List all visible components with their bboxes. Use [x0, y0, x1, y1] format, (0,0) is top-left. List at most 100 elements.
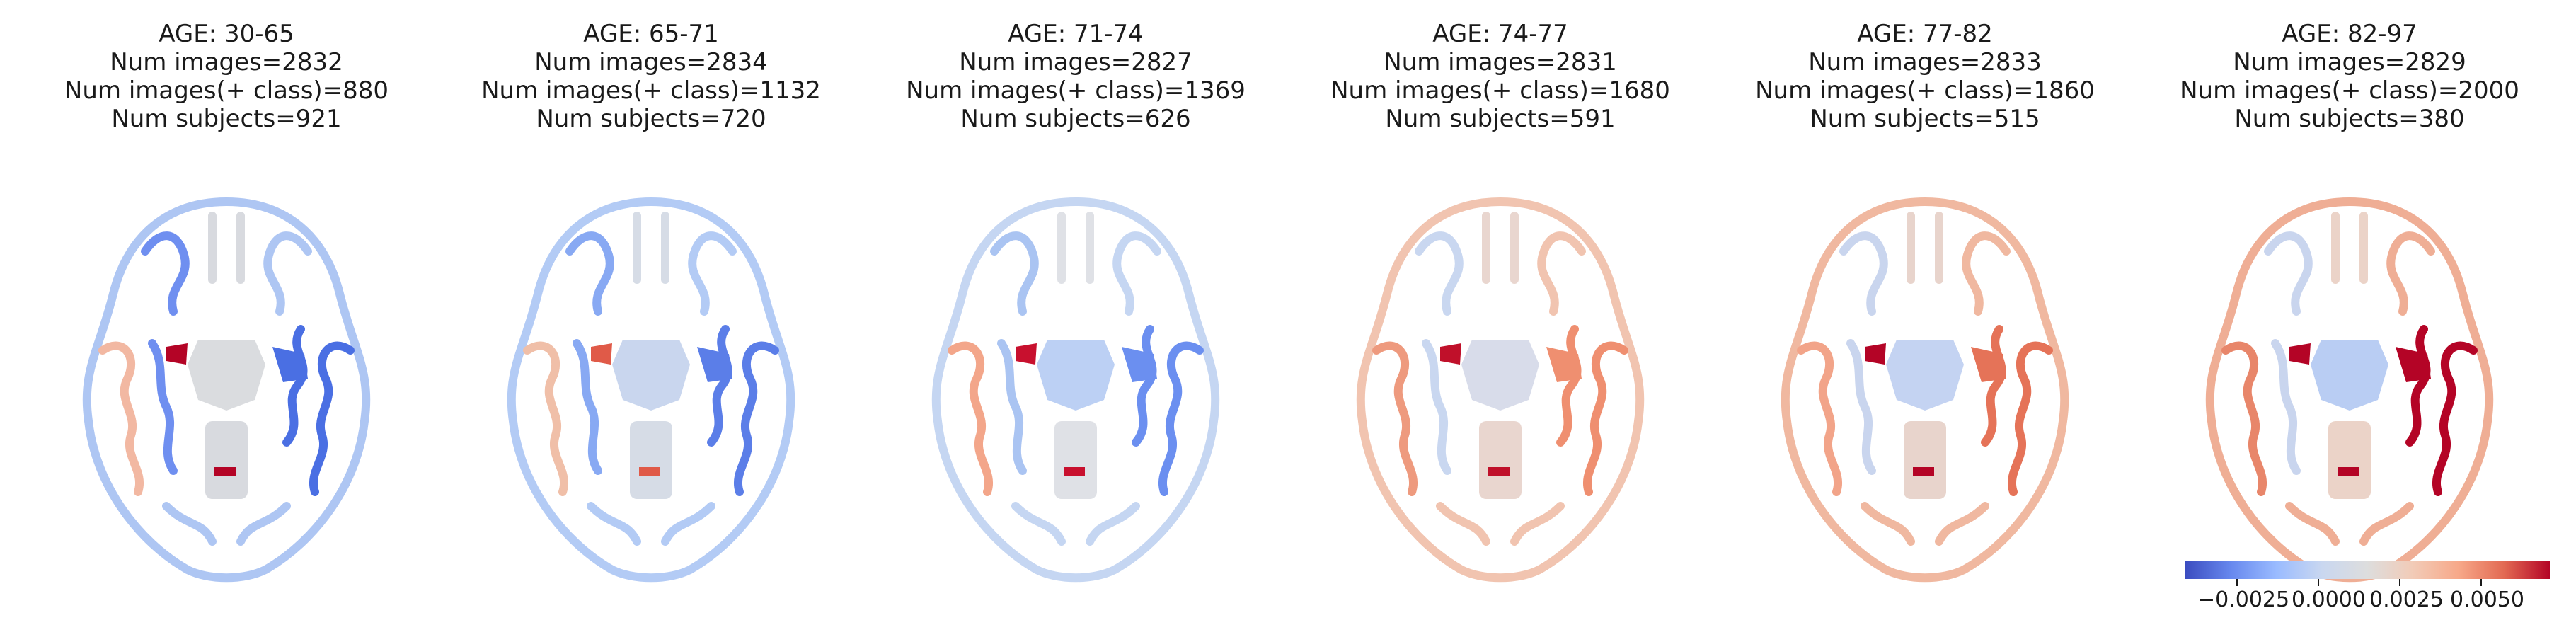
left-amygdala-region — [1865, 343, 1886, 365]
occipital-gyrus — [1861, 502, 1989, 546]
num-subjects-label: Num subjects=591 — [1385, 105, 1616, 133]
left-amygdala-region — [1440, 343, 1461, 365]
num-positive-label: Num images(+ class)=1860 — [1755, 76, 2095, 105]
midbrain-region — [1037, 340, 1115, 411]
frontal-gyrus — [1962, 231, 2011, 316]
midbrain-region — [612, 340, 690, 411]
num-positive-label: Num images(+ class)=1369 — [906, 76, 1246, 105]
num-subjects-label: Num subjects=515 — [1810, 105, 2040, 133]
num-subjects-label: Num subjects=626 — [960, 105, 1191, 133]
right-insula-gyrus — [1132, 325, 1157, 447]
age-range-label: AGE: 65-71 — [583, 20, 719, 48]
brainstem-region — [2328, 421, 2371, 499]
cortex-ribbon — [931, 197, 1220, 583]
num-positive-label: Num images(+ class)=2000 — [2180, 76, 2519, 105]
frontal-gyrus — [141, 231, 190, 316]
right-amygdala-region — [1971, 347, 2006, 382]
panel-age-30-65: AGE: 30-65 Num images=2832 Num images(+ … — [14, 0, 439, 637]
cerebellar-highlight — [2338, 467, 2359, 476]
panel-title: AGE: 74-77 Num images=2831 Num images(+ … — [1288, 20, 1713, 133]
num-subjects-label: Num subjects=720 — [536, 105, 766, 133]
occipital-gyrus — [1436, 502, 1565, 546]
frontal-gyrus — [2386, 231, 2435, 316]
cerebellar-highlight — [1064, 467, 1085, 476]
midline-gyrus — [1482, 212, 1519, 284]
midline-gyrus — [208, 212, 245, 284]
num-positive-label: Num images(+ class)=1132 — [481, 76, 821, 105]
midline-gyrus — [2331, 212, 2368, 284]
panel-age-71-74: AGE: 71-74 Num images=2827 Num images(+ … — [863, 0, 1288, 637]
cerebellar-highlight — [1488, 467, 1510, 476]
num-images-label: Num images=2832 — [110, 48, 343, 76]
age-range-label: AGE: 74-77 — [1432, 20, 1568, 48]
num-images-label: Num images=2831 — [1384, 48, 1617, 76]
num-images-label: Num images=2834 — [534, 48, 768, 76]
num-positive-label: Num images(+ class)=1680 — [1330, 76, 1670, 105]
left-temporal-gyrus — [948, 341, 993, 496]
colorbar-tick-label: −0.0025 — [2197, 587, 2290, 612]
left-insula-gyrus — [1846, 339, 1876, 475]
frontal-gyrus — [565, 231, 614, 316]
colorbar-tick — [2399, 579, 2400, 586]
cortex-ribbon — [1781, 197, 2069, 583]
left-insula-gyrus — [1422, 339, 1451, 475]
left-insula-gyrus — [148, 339, 178, 475]
right-amygdala-region — [1546, 347, 1582, 382]
occipital-gyrus — [1011, 502, 1140, 546]
right-insula-gyrus — [1556, 325, 1582, 447]
panel-title: AGE: 30-65 Num images=2832 Num images(+ … — [14, 20, 439, 133]
right-insula-gyrus — [707, 325, 732, 447]
brain-attribution-map — [1781, 197, 2069, 583]
frontal-gyrus — [1537, 231, 1586, 316]
frontal-gyrus — [990, 231, 1039, 316]
cerebellar-highlight — [1913, 467, 1934, 476]
frontal-gyrus — [688, 231, 737, 316]
panel-title: AGE: 71-74 Num images=2827 Num images(+ … — [863, 20, 1288, 133]
left-amygdala-region — [166, 343, 188, 365]
colorbar-tick — [2480, 579, 2482, 586]
brain-attribution-map — [931, 197, 1220, 583]
cortex-ribbon — [1356, 197, 1645, 583]
right-temporal-gyrus — [309, 341, 355, 496]
num-images-label: Num images=2833 — [1808, 48, 2042, 76]
colorbar — [2185, 561, 2550, 579]
left-insula-gyrus — [2271, 339, 2301, 475]
colorbar-tick-label: 0.0025 — [2369, 587, 2444, 612]
panel-age-77-82: AGE: 77-82 Num images=2833 Num images(+ … — [1713, 0, 2137, 637]
brainstem-region — [1479, 421, 1522, 499]
left-temporal-gyrus — [1372, 341, 1418, 496]
brain-attribution-map — [82, 197, 371, 583]
brain-attribution-map — [507, 197, 795, 583]
brainstem-region — [1054, 421, 1097, 499]
right-amygdala-region — [697, 347, 732, 382]
midline-gyrus — [1907, 212, 1943, 284]
right-insula-gyrus — [2405, 325, 2431, 447]
age-range-label: AGE: 77-82 — [1857, 20, 1993, 48]
age-range-label: AGE: 82-97 — [2282, 20, 2417, 48]
left-temporal-gyrus — [2221, 341, 2267, 496]
right-amygdala-region — [1122, 347, 1157, 382]
cerebellar-highlight — [214, 467, 236, 476]
frontal-gyrus — [263, 231, 312, 316]
left-temporal-gyrus — [1797, 341, 1842, 496]
panel-title: AGE: 82-97 Num images=2829 Num images(+ … — [2137, 20, 2562, 133]
panel-title: AGE: 65-71 Num images=2834 Num images(+ … — [439, 20, 863, 133]
brainstem-region — [1904, 421, 1946, 499]
right-temporal-gyrus — [1583, 341, 1628, 496]
right-temporal-gyrus — [2432, 341, 2478, 496]
midbrain-region — [188, 340, 265, 411]
panel-age-82-97: AGE: 82-97 Num images=2829 Num images(+ … — [2137, 0, 2562, 637]
right-insula-gyrus — [282, 325, 308, 447]
left-temporal-gyrus — [523, 341, 568, 496]
cerebellar-highlight — [639, 467, 660, 476]
num-images-label: Num images=2827 — [959, 48, 1192, 76]
colorbar-tick — [2318, 579, 2319, 586]
midbrain-region — [1886, 340, 1964, 411]
frontal-gyrus — [1839, 231, 1888, 316]
right-temporal-gyrus — [2008, 341, 2053, 496]
left-amygdala-region — [2289, 343, 2311, 365]
right-temporal-gyrus — [1158, 341, 1204, 496]
midbrain-region — [1461, 340, 1539, 411]
cortex-ribbon — [507, 197, 795, 583]
brainstem-region — [205, 421, 248, 499]
